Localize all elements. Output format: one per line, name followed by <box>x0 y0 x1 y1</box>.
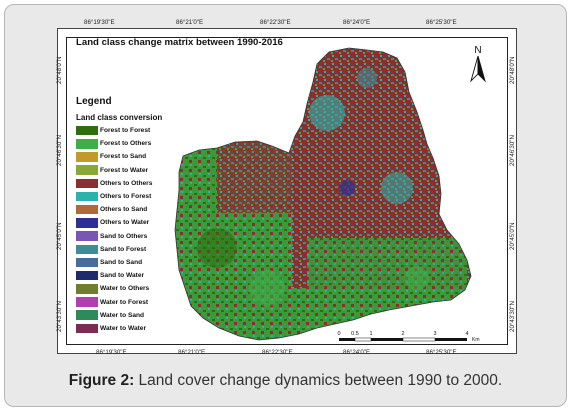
legend-item: Others to Forest <box>76 190 152 203</box>
scale-label: 3 <box>433 331 436 337</box>
scale-bar: 0 0.5 1 2 3 4 Km <box>337 331 480 343</box>
scale-label: 4 <box>465 331 468 337</box>
legend-swatch <box>76 244 98 255</box>
legend-item: Sand to Others <box>76 230 152 243</box>
map-frame <box>57 28 517 354</box>
bottom-longitude-label: 86°25'30"E <box>426 349 457 356</box>
north-arrow-icon: N <box>470 45 486 83</box>
left-latitude-label: 20°46'30"N <box>56 135 63 166</box>
scale-label: 0.5 <box>351 331 359 337</box>
left-latitude-label: 20°48'0"N <box>56 56 63 84</box>
legend-item: Sand to Sand <box>76 256 152 269</box>
legend-label: Sand to Sand <box>100 258 143 266</box>
legend-item: Sand to Forest <box>76 243 152 256</box>
legend-item: Forest to Water <box>76 164 152 177</box>
bottom-longitude-label: 86°19'30"E <box>96 349 127 356</box>
legend-label: Water to Water <box>100 324 147 332</box>
legend-item: Water to Forest <box>76 295 152 308</box>
scale-label: 0 <box>337 331 340 337</box>
legend-swatch <box>76 218 98 228</box>
map-title: Land class change matrix between 1990-20… <box>76 37 283 48</box>
legend-swatch <box>76 125 98 136</box>
legend-swatch <box>76 139 98 149</box>
left-latitude-label: 20°43'30"N <box>56 301 63 332</box>
legend-label: Forest to Sand <box>100 153 147 161</box>
legend-label: Sand to Water <box>100 272 145 280</box>
legend-item: Forest to Others <box>76 137 152 150</box>
legend-item: Water to Water <box>76 322 152 335</box>
legend-label: Forest to Forest <box>100 127 151 135</box>
legend-label: Sand to Forest <box>100 245 147 253</box>
figure-caption: Figure 2: Land cover change dynamics bet… <box>0 372 571 390</box>
scale-unit: Km <box>472 337 480 343</box>
legend-title: Legend <box>76 96 112 107</box>
legend-label: Forest to Others <box>100 140 152 148</box>
legend-item: Others to Water <box>76 216 152 229</box>
scale-label: 2 <box>401 331 404 337</box>
legend-swatch <box>76 152 98 162</box>
bottom-longitude-label: 86°24'0"E <box>343 349 371 356</box>
legend-swatch <box>76 310 98 320</box>
legend-subtitle: Land class conversion <box>76 113 163 122</box>
legend-label: Forest to Water <box>100 166 149 174</box>
left-latitude-label: 20°45'0"N <box>56 222 63 250</box>
right-latitude-label: 20°43'30"N <box>509 301 516 332</box>
legend-label: Others to Others <box>100 179 153 187</box>
legend-label: Others to Sand <box>100 206 148 214</box>
top-longitude-label: 86°25'30"E <box>426 19 457 26</box>
north-label: N <box>474 45 481 56</box>
figure-caption-label: Figure 2: <box>68 372 135 389</box>
legend-item: Others to Sand <box>76 203 152 216</box>
map-panel <box>66 37 508 345</box>
bottom-longitude-label: 86°21'0"E <box>178 349 206 356</box>
legend-label: Others to Forest <box>100 193 152 201</box>
legend-swatch <box>76 231 98 241</box>
study-area-map <box>174 47 472 341</box>
legend-swatch <box>76 297 98 307</box>
top-longitude-label: 86°21'0"E <box>176 19 204 26</box>
legend-swatch <box>76 204 98 215</box>
scale-label: 1 <box>369 331 372 337</box>
right-latitude-label: 20°46'30"N <box>509 135 516 166</box>
top-longitude-label: 86°22'30"E <box>260 19 291 26</box>
legend-item: Sand to Water <box>76 269 152 282</box>
legend-label: Sand to Others <box>100 232 148 240</box>
legend-swatch <box>76 165 98 175</box>
legend-swatch <box>76 270 98 281</box>
legend-swatch <box>76 257 98 268</box>
legend-item: Water to Sand <box>76 309 152 322</box>
legend-list: Forest to Forest Forest to Others Forest… <box>76 124 152 335</box>
top-longitude-label: 86°24'0"E <box>343 19 371 26</box>
legend-item: Others to Others <box>76 177 152 190</box>
legend-item: Forest to Forest <box>76 124 152 137</box>
right-latitude-label: 20°45'0"N <box>509 222 516 250</box>
right-latitude-label: 20°48'0"N <box>509 56 516 84</box>
legend-swatch <box>76 284 98 294</box>
legend-label: Water to Others <box>100 285 150 293</box>
legend-label: Water to Forest <box>100 298 149 306</box>
legend-item: Forest to Sand <box>76 150 152 163</box>
legend-swatch <box>76 178 98 189</box>
legend-label: Water to Sand <box>100 311 145 319</box>
legend-swatch <box>76 323 98 334</box>
legend-swatch <box>76 191 98 202</box>
legend-label: Others to Water <box>100 219 150 227</box>
legend-item: Water to Others <box>76 282 152 295</box>
figure-caption-text: Land cover change dynamics between 1990 … <box>134 372 503 389</box>
bottom-longitude-label: 86°22'30"E <box>262 349 293 356</box>
top-longitude-label: 86°19'30"E <box>84 19 115 26</box>
